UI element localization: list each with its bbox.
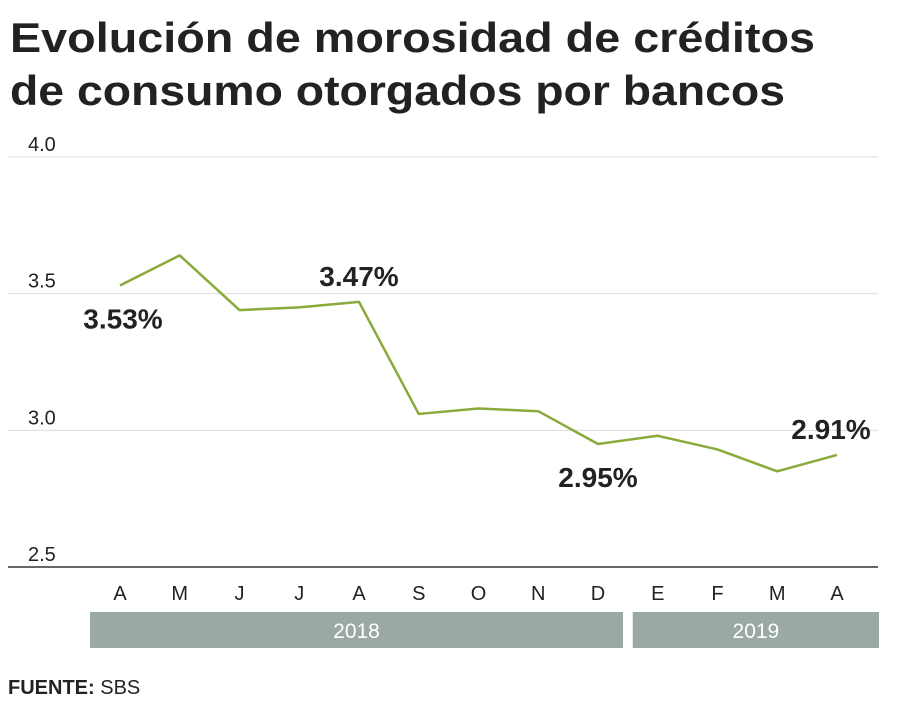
x-tick-label: M: [171, 583, 188, 605]
y-tick-label: 4.0: [28, 134, 56, 156]
line: [119, 254, 838, 473]
x-tick-label: D: [591, 583, 605, 605]
data-label: 3.53%: [83, 303, 162, 334]
x-tick-label: N: [531, 583, 545, 605]
x-tick-label: A: [830, 583, 844, 605]
source: FUENTE: SBS: [8, 677, 140, 699]
x-tick-label: A: [352, 583, 366, 605]
year-band: [632, 612, 879, 648]
x-tick-label: E: [651, 583, 664, 605]
source-label: FUENTE:: [8, 677, 95, 699]
y-tick-label: 2.5: [28, 544, 56, 566]
year-label: 2019: [733, 620, 780, 643]
x-tick-label: S: [412, 583, 425, 605]
year-label: 2018: [333, 620, 380, 643]
chart-title: de consumo otorgados por bancos: [10, 67, 785, 114]
x-tick-label: J: [294, 583, 304, 605]
x-tick-label: F: [711, 583, 723, 605]
y-tick-label: 3.0: [28, 407, 56, 429]
data-label: 2.91%: [791, 414, 870, 445]
x-tick-label: J: [235, 583, 245, 605]
year-band: [90, 612, 623, 648]
x-tick-label: M: [769, 583, 786, 605]
x-tick-label: O: [471, 583, 487, 605]
source-text: SBS: [100, 677, 140, 699]
y-tick-label: 3.5: [28, 271, 56, 293]
data-label: 3.47%: [319, 261, 398, 292]
x-tick-label: A: [113, 583, 127, 605]
chart-title: Evolución de morosidad de créditos: [10, 14, 815, 61]
data-label: 2.95%: [558, 462, 637, 493]
